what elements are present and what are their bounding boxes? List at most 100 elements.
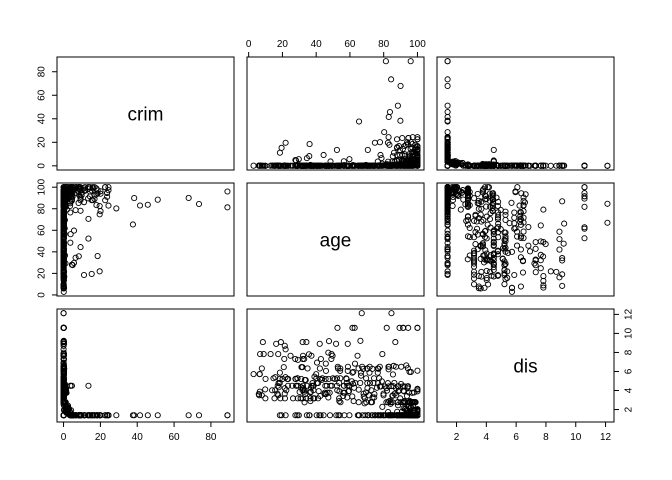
- point-dis-vs-age: [317, 412, 324, 419]
- point-crim-vs-age: [262, 162, 269, 169]
- point-crim-vs-age: [333, 146, 340, 153]
- point-crim-vs-dis: [547, 162, 554, 169]
- point-dis-vs-age: [355, 412, 362, 419]
- point-dis-vs-age: [303, 339, 310, 346]
- point-dis-vs-age: [344, 382, 351, 389]
- point-crim-vs-dis: [444, 162, 451, 169]
- point-age-vs-dis: [525, 223, 532, 231]
- point-dis-vs-crim: [85, 412, 92, 419]
- point-age-vs-dis: [475, 283, 482, 290]
- point-age-vs-dis: [444, 268, 451, 275]
- point-age-vs-crim: [60, 248, 67, 255]
- point-dis-vs-age: [301, 376, 308, 384]
- point-crim-vs-age: [320, 151, 327, 159]
- point-dis-vs-age: [304, 365, 311, 372]
- tick-label-age: 60: [37, 224, 48, 236]
- point-crim-vs-age: [388, 76, 395, 83]
- point-dis-vs-age: [401, 383, 408, 390]
- point-age-vs-dis: [514, 242, 521, 249]
- point-dis-vs-age: [292, 355, 299, 363]
- point-crim-vs-dis: [481, 162, 489, 169]
- point-age-vs-dis: [444, 248, 451, 255]
- point-crim-vs-dis: [520, 162, 527, 169]
- tick-label-dis: 4: [624, 387, 635, 393]
- point-dis-vs-age: [392, 339, 399, 346]
- point-age-vs-dis: [466, 188, 473, 195]
- point-dis-vs-age: [316, 340, 323, 347]
- point-age-vs-dis: [470, 195, 478, 202]
- point-age-vs-dis: [520, 194, 527, 201]
- point-age-vs-dis: [444, 219, 451, 226]
- point-dis-vs-age: [396, 324, 403, 331]
- point-age-vs-crim: [105, 187, 112, 194]
- point-dis-vs-crim: [91, 412, 98, 419]
- tick-label-crim: 80: [37, 66, 48, 78]
- point-age-vs-crim: [85, 235, 92, 242]
- point-dis-vs-age: [300, 386, 307, 393]
- point-crim-vs-dis: [511, 162, 518, 169]
- point-age-vs-dis: [485, 184, 492, 191]
- point-crim-vs-dis: [508, 162, 515, 169]
- point-crim-vs-age: [340, 158, 347, 165]
- point-age-vs-dis: [444, 193, 451, 200]
- point-age-vs-dis: [470, 281, 478, 288]
- point-dis-vs-crim: [93, 412, 100, 419]
- point-dis-vs-age: [350, 398, 357, 405]
- point-dis-vs-age: [303, 382, 310, 389]
- point-dis-vs-age: [259, 339, 266, 346]
- point-crim-vs-age: [397, 82, 404, 89]
- point-crim-vs-age: [384, 139, 391, 146]
- point-age-vs-dis: [537, 265, 544, 272]
- point-dis-vs-age: [322, 360, 329, 367]
- panel-dis-vs-age: [246, 308, 425, 423]
- point-crim-vs-dis: [604, 162, 611, 169]
- point-age-vs-dis: [502, 216, 509, 223]
- point-dis-vs-age: [275, 384, 282, 391]
- tick-label-age: 40: [37, 246, 48, 258]
- point-age-vs-crim: [60, 197, 67, 204]
- point-crim-vs-age: [346, 156, 353, 163]
- point-age-vs-dis: [478, 198, 485, 205]
- point-age-vs-crim: [60, 230, 67, 237]
- point-dis-vs-crim: [60, 375, 67, 382]
- point-dis-vs-age: [337, 399, 344, 406]
- point-age-vs-crim: [185, 194, 192, 202]
- point-dis-vs-age: [398, 363, 405, 370]
- point-crim-vs-dis: [444, 129, 451, 136]
- point-age-vs-crim: [77, 207, 84, 214]
- point-crim-vs-dis: [470, 162, 478, 169]
- point-dis-vs-age: [397, 395, 404, 402]
- point-crim-vs-age: [364, 146, 371, 153]
- point-age-vs-dis: [540, 284, 547, 291]
- point-dis-vs-age: [282, 346, 289, 353]
- point-dis-vs-age: [336, 388, 343, 395]
- point-age-vs-dis: [517, 234, 524, 241]
- point-dis-vs-age: [281, 342, 288, 349]
- point-dis-vs-crim: [136, 412, 144, 419]
- point-age-vs-dis: [494, 202, 501, 210]
- point-dis-vs-crim: [68, 412, 75, 419]
- point-dis-vs-age: [366, 380, 374, 387]
- point-age-vs-crim: [60, 273, 67, 280]
- point-age-vs-dis: [560, 240, 567, 247]
- point-crim-vs-dis: [444, 76, 451, 83]
- point-dis-vs-crim: [60, 412, 67, 419]
- point-age-vs-dis: [501, 270, 508, 277]
- point-dis-vs-age: [386, 363, 393, 370]
- point-dis-vs-crim: [154, 412, 161, 419]
- point-age-vs-crim: [129, 221, 136, 228]
- point-dis-vs-age: [364, 380, 371, 387]
- point-dis-vs-crim: [85, 382, 92, 389]
- point-dis-vs-age: [276, 412, 283, 419]
- point-age-vs-crim: [67, 231, 74, 238]
- point-age-vs-dis: [457, 206, 464, 213]
- point-dis-vs-age: [334, 324, 341, 331]
- point-crim-vs-dis: [540, 162, 547, 169]
- point-age-vs-crim: [70, 186, 77, 193]
- point-crim-vs-dis: [474, 162, 481, 169]
- point-dis-vs-age: [400, 324, 407, 331]
- point-age-vs-crim: [60, 211, 67, 218]
- point-age-vs-crim: [88, 197, 95, 204]
- point-dis-vs-age: [363, 399, 370, 406]
- point-dis-vs-age: [278, 412, 285, 419]
